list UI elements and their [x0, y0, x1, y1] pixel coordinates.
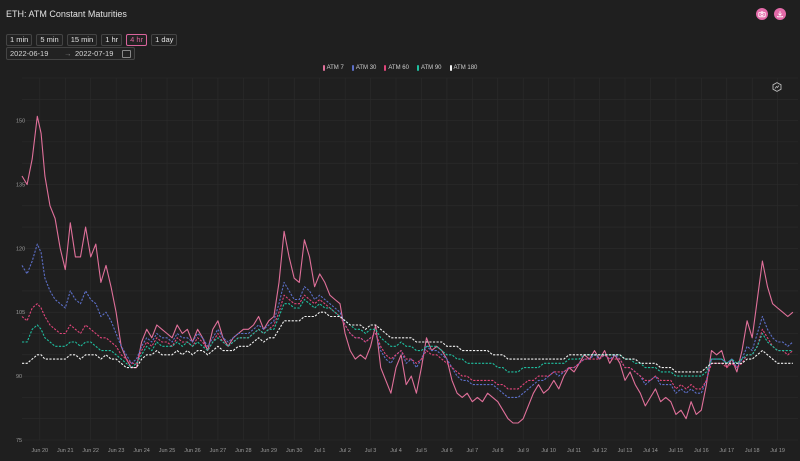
legend-swatch [449, 65, 452, 71]
chart-title: ETH: ATM Constant Maturities [6, 9, 127, 19]
date-separator: → [64, 49, 72, 58]
x-tick-label: Jul 17 [719, 448, 734, 454]
x-tick-label: Jul 12 [592, 448, 607, 454]
x-tick-label: Jul 1 [314, 448, 326, 454]
x-tick-label: Jun 27 [210, 448, 227, 454]
download-icon[interactable] [774, 8, 786, 20]
legend-item[interactable]: ATM 180 [449, 65, 478, 71]
interval-4hr-button[interactable]: 4 hr [126, 34, 148, 46]
x-tick-label: Jun 29 [261, 448, 278, 454]
camera-icon[interactable] [756, 8, 768, 20]
x-tick-label: Jul 8 [492, 448, 504, 454]
legend-item[interactable]: ATM 90 [416, 65, 442, 71]
x-tick-label: Jul 18 [745, 448, 760, 454]
x-tick-label: Jul 9 [517, 448, 529, 454]
x-tick-label: Jun 20 [32, 448, 49, 454]
legend-item[interactable]: ATM 7 [322, 65, 344, 71]
interval-1day-button[interactable]: 1 day [151, 34, 178, 46]
x-tick-label: Jun 30 [286, 448, 303, 454]
interval-1min-button[interactable]: 1 min [6, 34, 33, 46]
x-tick-label: Jun 22 [82, 448, 99, 454]
legend-swatch [384, 65, 387, 71]
date-end[interactable]: 2022-07-19 [75, 49, 114, 58]
legend-label: ATM 180 [453, 65, 478, 71]
series-line-atm-60 [21, 294, 794, 390]
chart-grid [22, 77, 798, 441]
chart-legend: ATM 7 ATM 30 ATM 60 ATM 90 ATM 180 [0, 65, 800, 71]
legend-label: ATM 90 [420, 65, 442, 71]
x-tick-label: Jul 2 [339, 448, 351, 454]
x-tick-label: Jul 13 [618, 448, 633, 454]
y-tick-label: 75 [16, 438, 22, 444]
y-tick-label: 105 [16, 310, 25, 316]
legend-label: ATM 60 [388, 65, 409, 71]
x-tick-label: Jul 7 [467, 448, 479, 454]
legend-swatch [416, 65, 419, 71]
x-tick-label: Jul 11 [567, 448, 581, 454]
x-tick-label: Jun 21 [57, 448, 74, 454]
y-tick-label: 90 [16, 374, 22, 380]
legend-item[interactable]: ATM 60 [384, 65, 409, 71]
y-tick-label: 135 [16, 182, 25, 188]
x-tick-label: Jul 15 [669, 448, 684, 454]
x-tick-label: Jul 10 [541, 448, 556, 454]
x-tick-label: Jul 5 [416, 448, 428, 454]
legend-item[interactable]: ATM 30 [351, 65, 377, 71]
y-axis: 75 90 105 120 135 150 [16, 119, 25, 444]
series-line-atm-90 [22, 298, 793, 377]
series-line-atm-30 [21, 243, 794, 398]
toolbar-icons [756, 8, 786, 20]
date-range-picker[interactable]: 2022-06-19 → 2022-07-19 [6, 47, 135, 60]
x-tick-label: Jul 3 [365, 448, 377, 454]
x-tick-label: Jul 6 [441, 448, 453, 454]
x-tick-label: Jul 16 [694, 448, 709, 454]
legend-label: ATM 30 [355, 65, 377, 71]
x-tick-label: Jun 25 [159, 448, 176, 454]
x-tick-label: Jul 19 [770, 448, 785, 454]
interval-15min-button[interactable]: 15 min [66, 34, 98, 46]
legend-swatch [351, 65, 354, 71]
x-tick-label: Jul 4 [390, 448, 402, 454]
y-tick-label: 150 [16, 119, 25, 125]
calendar-icon[interactable] [122, 50, 131, 58]
x-tick-label: Jul 14 [643, 448, 658, 454]
legend-swatch [322, 65, 325, 71]
x-axis: Jun 20 Jun 21 Jun 22 Jun 23 Jun 24 Jun 25 Jun … [32, 448, 785, 454]
x-tick-label: Jun 28 [235, 448, 252, 454]
interval-5min-button[interactable]: 5 min [36, 34, 63, 46]
x-tick-label: Jun 23 [108, 448, 125, 454]
interval-selector: 1 min 5 min 15 min 1 hr 4 hr 1 day [6, 34, 178, 46]
y-tick-label: 120 [16, 246, 25, 252]
date-start[interactable]: 2022-06-19 [10, 49, 49, 58]
series-line-atm-7 [21, 115, 794, 424]
hexagon-icon[interactable] [772, 82, 782, 92]
legend-label: ATM 7 [326, 65, 344, 71]
chart-series [21, 115, 794, 424]
x-tick-label: Jun 24 [133, 448, 150, 454]
x-tick-label: Jun 26 [184, 448, 201, 454]
series-line-atm-180 [22, 311, 793, 373]
interval-1hr-button[interactable]: 1 hr [101, 34, 123, 46]
